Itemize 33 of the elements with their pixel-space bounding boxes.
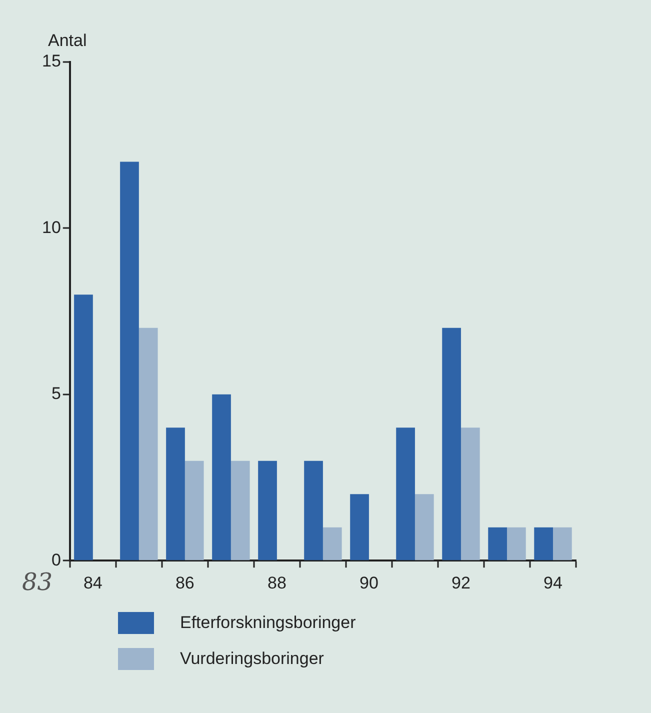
bar [120,162,139,560]
bar [166,428,185,560]
bar [212,394,231,560]
bar [506,527,526,560]
legend-label: Efterforskningsboringer [180,613,356,633]
bar [138,328,158,560]
y-tick-label: 15 [42,52,61,71]
bar [322,527,342,560]
x-tick-label: 90 [360,573,378,592]
bar [414,494,434,560]
y-tick-label: 10 [42,218,61,237]
y-tick-label: 5 [51,384,61,404]
x-tick-label: 92 [452,573,470,592]
x-tick-label: 88 [267,573,286,592]
bar [460,428,480,560]
x-tick-label: 84 [83,573,102,592]
bar [552,527,572,560]
bar [184,460,204,560]
bar [534,527,553,560]
bar [488,527,507,560]
bar [258,460,277,560]
y-axis-title: Antal [48,31,87,50]
y-tick-label: 0 [51,550,61,570]
bar [442,328,461,560]
x-tick-label: 94 [544,573,562,592]
x-tick-label: 86 [175,573,194,592]
bar [230,460,250,560]
bar [304,460,323,560]
bar [74,294,93,560]
bar [396,428,415,560]
text: 83 [22,568,53,596]
legend-label: Vurderingsboringer [180,649,324,669]
bar [350,494,369,560]
